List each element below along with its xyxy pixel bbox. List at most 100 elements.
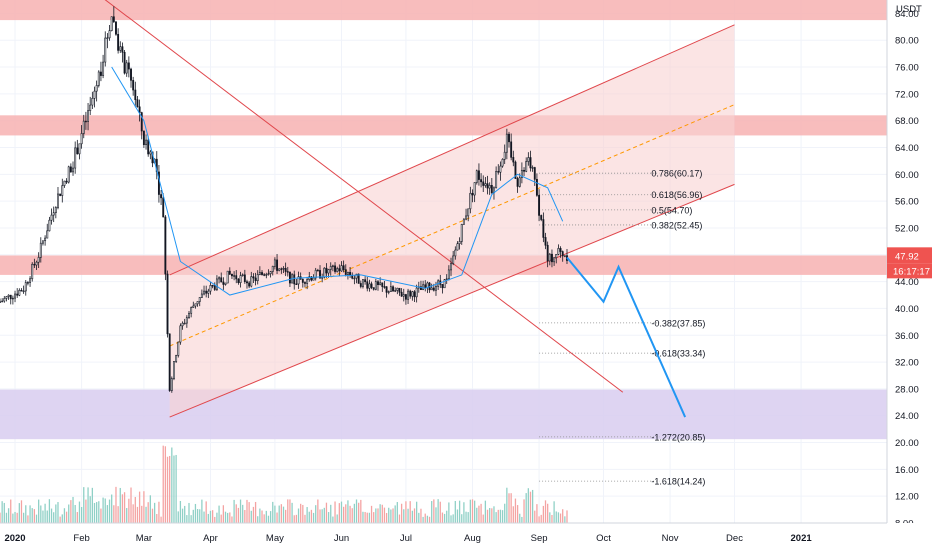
candle-body (95, 85, 98, 92)
time-tick-label: Feb (73, 533, 89, 544)
volume-bar (564, 516, 566, 523)
volume-bar (44, 503, 46, 523)
candle-body (196, 301, 199, 305)
volume-bar (538, 516, 540, 523)
volume-bar (74, 504, 76, 523)
candle-body (89, 104, 92, 112)
volume-bar (420, 508, 422, 523)
volume-bar (136, 506, 139, 523)
moving-average-line (111, 66, 564, 296)
candle-body (200, 293, 203, 298)
candle-body (211, 285, 214, 287)
volume-bar (480, 503, 482, 523)
volume-bar (35, 514, 38, 523)
candle-body (505, 133, 508, 153)
volume-bar (18, 503, 20, 523)
candle-body (29, 278, 32, 283)
price-tick-label: 40.00 (895, 304, 919, 315)
candle-body (462, 218, 465, 225)
volume-bar (252, 506, 255, 523)
candle-body (26, 282, 29, 284)
candle-body (282, 268, 285, 270)
candle-body (529, 157, 532, 169)
candle-body (458, 241, 461, 245)
volume-bar (508, 493, 510, 523)
candle-body (224, 282, 227, 285)
candle-body (471, 192, 474, 196)
volume-bar (259, 508, 261, 523)
volume-bar (7, 508, 10, 523)
candle-body (538, 195, 541, 216)
candle-body (501, 158, 504, 167)
price-tick-label: 68.00 (895, 116, 919, 127)
volume-bar (214, 516, 216, 523)
candle-body (110, 16, 113, 31)
volume-bar (12, 513, 14, 523)
volume-bar (368, 512, 371, 523)
volume-bar (334, 501, 336, 523)
candle-body (385, 286, 388, 293)
volume-bar (190, 515, 192, 523)
volume-bar (521, 516, 523, 523)
candle-body (31, 263, 34, 280)
candle-body (359, 283, 362, 287)
volume-bar (450, 515, 452, 523)
volume-bar (175, 454, 177, 523)
volume-bar (55, 504, 57, 523)
volume-bar (396, 502, 398, 523)
candle-body (22, 290, 25, 293)
volume-bar (111, 494, 113, 523)
candle-body (50, 214, 53, 221)
candle-body (179, 325, 182, 343)
price-tick-label: 84.00 (895, 9, 919, 20)
volume-bar (557, 512, 560, 523)
volume-bar (458, 500, 461, 523)
price-tag-value: 47.92 (895, 251, 919, 262)
volume-bar (40, 505, 42, 523)
candle-body (447, 269, 450, 280)
volume-bar (295, 514, 298, 523)
volume-bar (143, 491, 145, 523)
candle-body (106, 37, 109, 39)
volume-bar (233, 499, 235, 523)
volume-bar (265, 510, 267, 523)
candle-body (546, 244, 549, 262)
candle-body (97, 71, 100, 86)
volume-bar (209, 510, 212, 523)
volume-bar (355, 499, 358, 523)
volume-bar (323, 507, 325, 523)
volume-bar (65, 511, 68, 523)
candle-body (508, 133, 510, 143)
volume-bar (89, 496, 91, 523)
candle-body (389, 286, 392, 292)
volume-bar (315, 505, 317, 523)
candle-body (132, 80, 135, 91)
channel-lower-line (169, 183, 735, 418)
candle-body (473, 182, 476, 196)
candle-body (286, 271, 289, 273)
volume-bar (510, 493, 512, 523)
volume-bar (461, 514, 463, 523)
volume-bar (540, 514, 542, 523)
candle-body (475, 170, 478, 183)
time-tick-label: 2020 (4, 533, 25, 544)
candle-body (409, 290, 412, 297)
volume-bar (489, 507, 491, 523)
candle-body (284, 268, 287, 272)
time-tick-label: Apr (203, 533, 218, 544)
candle-body (306, 279, 309, 284)
candle-body (362, 279, 364, 287)
candle-body (54, 207, 57, 213)
volume-bar (194, 503, 197, 523)
candle-body (258, 272, 261, 275)
candle-body (422, 284, 425, 291)
candle-body (194, 303, 197, 307)
candle-body (239, 275, 242, 283)
volume-bar (229, 512, 231, 523)
volume-bar (261, 510, 263, 523)
price-tick-label: 12.00 (895, 492, 919, 503)
candle-body (231, 273, 233, 277)
volume-bar (428, 516, 431, 523)
candle-body (127, 62, 130, 70)
